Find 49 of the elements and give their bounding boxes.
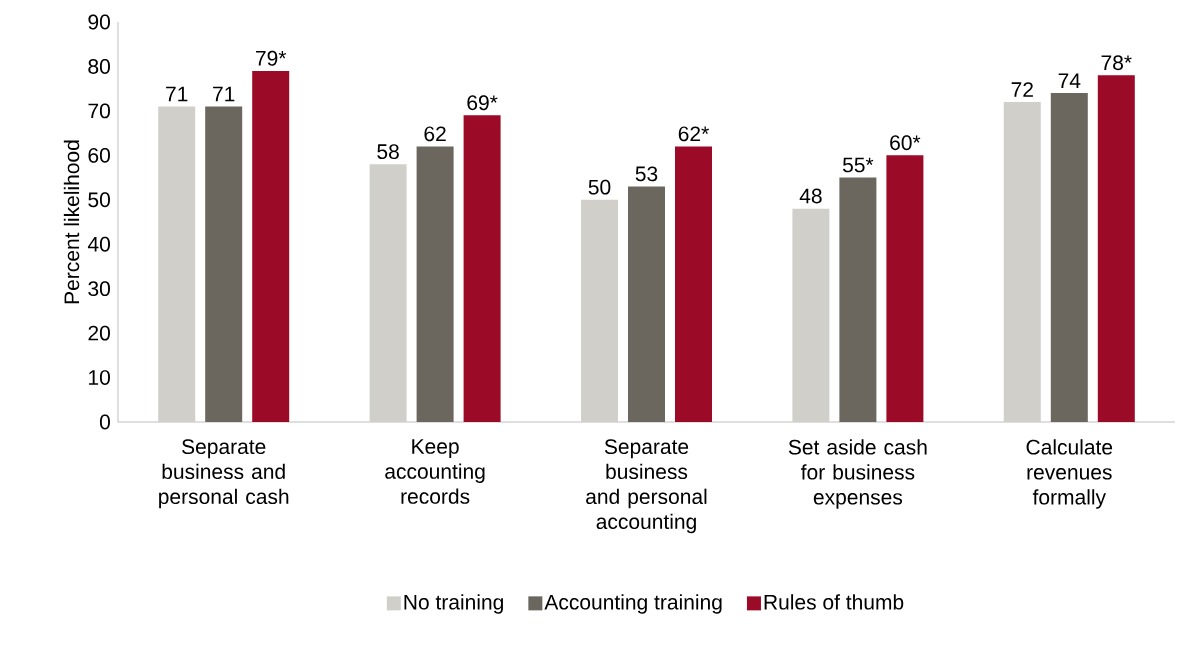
y-tick-label: 80	[88, 59, 110, 74]
bar	[158, 106, 196, 422]
y-tick-label: 90	[88, 14, 110, 30]
data-label: 58	[377, 144, 399, 160]
bar	[252, 70, 290, 422]
legend-label: Rules of thumb	[764, 594, 904, 610]
data-label: 74	[1058, 73, 1081, 88]
x-tick-label: Calculate revenues formally	[1026, 439, 1113, 509]
data-label: 71	[166, 86, 188, 102]
bar	[1097, 75, 1135, 422]
x-tick-label: Keep accounting records	[385, 439, 485, 504]
y-tick-label: 20	[88, 325, 110, 341]
data-label: 60*	[890, 135, 921, 151]
data-label: 50	[588, 179, 611, 195]
bar	[581, 199, 618, 422]
data-label: 72	[1011, 82, 1033, 97]
y-tick-label: 0	[99, 414, 110, 430]
y-tick-label: 50	[88, 192, 110, 208]
bar	[463, 115, 501, 422]
y-tick-label: 30	[88, 281, 110, 297]
bar	[839, 177, 877, 422]
x-tick-label: Separate business and personal accounting	[586, 439, 707, 534]
bar	[369, 164, 407, 422]
data-label: 55*	[842, 157, 874, 173]
bar	[1003, 102, 1041, 422]
bar	[792, 208, 830, 422]
bar	[886, 155, 924, 422]
data-label: 62*	[678, 126, 709, 142]
data-label: 78*	[1101, 55, 1132, 71]
y-tick-label: 60	[88, 147, 110, 163]
legend-label: No training	[404, 594, 503, 614]
y-tick-label: 40	[87, 236, 110, 252]
x-tick-label: Set aside cash for business expenses	[788, 439, 927, 509]
bar	[1050, 93, 1088, 422]
bar	[675, 146, 712, 422]
y-axis-title: Percent likelihood	[63, 140, 80, 304]
legend-label: Accounting training	[544, 594, 722, 614]
x-tick-label: Separate business and personal cash	[159, 439, 289, 509]
data-label: 53	[635, 166, 658, 182]
data-label: 62	[424, 126, 446, 142]
y-tick-label: 10	[89, 370, 110, 385]
bar	[205, 106, 243, 422]
bar	[416, 146, 454, 422]
bar	[628, 186, 665, 422]
data-label: 79*	[256, 50, 287, 66]
data-label: 71	[213, 86, 235, 102]
y-tick-label: 70	[88, 103, 110, 119]
data-label: 48	[799, 188, 822, 204]
data-label: 69*	[467, 95, 498, 111]
